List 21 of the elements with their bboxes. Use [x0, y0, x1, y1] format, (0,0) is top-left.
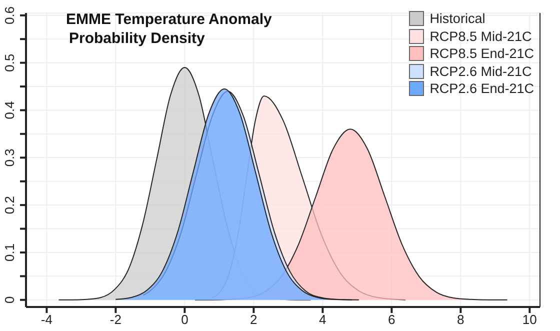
y-tick-label: 0.5 — [2, 54, 17, 72]
x-tick-label: -2 — [110, 312, 122, 328]
legend-label: RCP2.6 End-21C — [430, 80, 534, 98]
legend-label: RCP2.6 Mid-21C — [430, 62, 532, 80]
y-tick-label: 0.1 — [2, 243, 17, 262]
y-tick-label: 0.4 — [2, 101, 17, 120]
x-tick-label: -4 — [40, 312, 52, 328]
x-tick-label: 4 — [319, 312, 326, 328]
y-tick-label: 0.6 — [2, 6, 17, 24]
text: EMME Temperature Anomaly Probability Density — [66, 10, 272, 48]
x-tick-label: 2 — [250, 312, 258, 328]
y-tick-label: 0.3 — [2, 148, 17, 167]
legend-label: Historical — [430, 10, 486, 28]
y-tick-label: 0.2 — [2, 196, 17, 214]
y-tick-label: 0 — [2, 296, 17, 304]
x-tick-label: 6 — [388, 312, 396, 328]
x-tick-label: 10 — [522, 312, 537, 328]
legend-label: RCP8.5 Mid-21C — [430, 28, 532, 45]
x-tick-label: 8 — [457, 312, 464, 328]
x-tick-label: 0 — [181, 312, 188, 328]
legend-label: RCP8.5 End-21C — [430, 45, 534, 62]
